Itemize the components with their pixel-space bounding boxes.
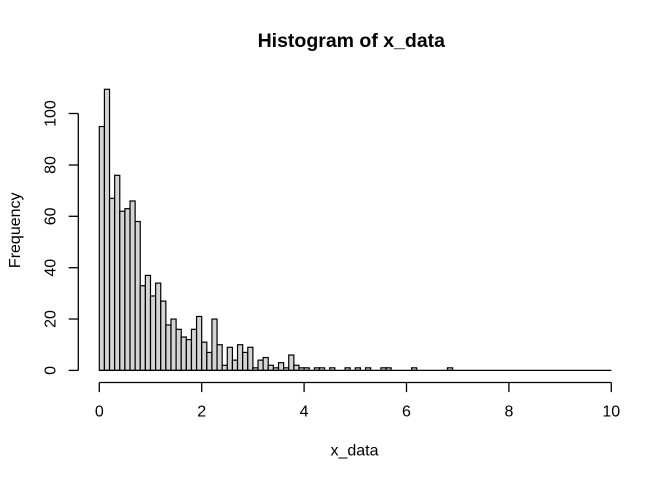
svg-text:100: 100 bbox=[43, 100, 60, 127]
svg-text:60: 60 bbox=[43, 207, 60, 225]
svg-text:Histogram of x_data: Histogram of x_data bbox=[258, 30, 446, 52]
svg-text:2: 2 bbox=[197, 403, 206, 420]
svg-text:10: 10 bbox=[602, 403, 620, 420]
svg-text:40: 40 bbox=[43, 259, 60, 277]
svg-text:6: 6 bbox=[402, 403, 411, 420]
svg-text:4: 4 bbox=[300, 403, 309, 420]
svg-text:Frequency: Frequency bbox=[7, 193, 24, 269]
svg-text:80: 80 bbox=[43, 156, 60, 174]
svg-text:0: 0 bbox=[95, 403, 104, 420]
svg-text:x_data: x_data bbox=[330, 442, 378, 459]
svg-text:0: 0 bbox=[43, 366, 60, 375]
svg-text:20: 20 bbox=[43, 310, 60, 328]
svg-text:8: 8 bbox=[504, 403, 513, 420]
